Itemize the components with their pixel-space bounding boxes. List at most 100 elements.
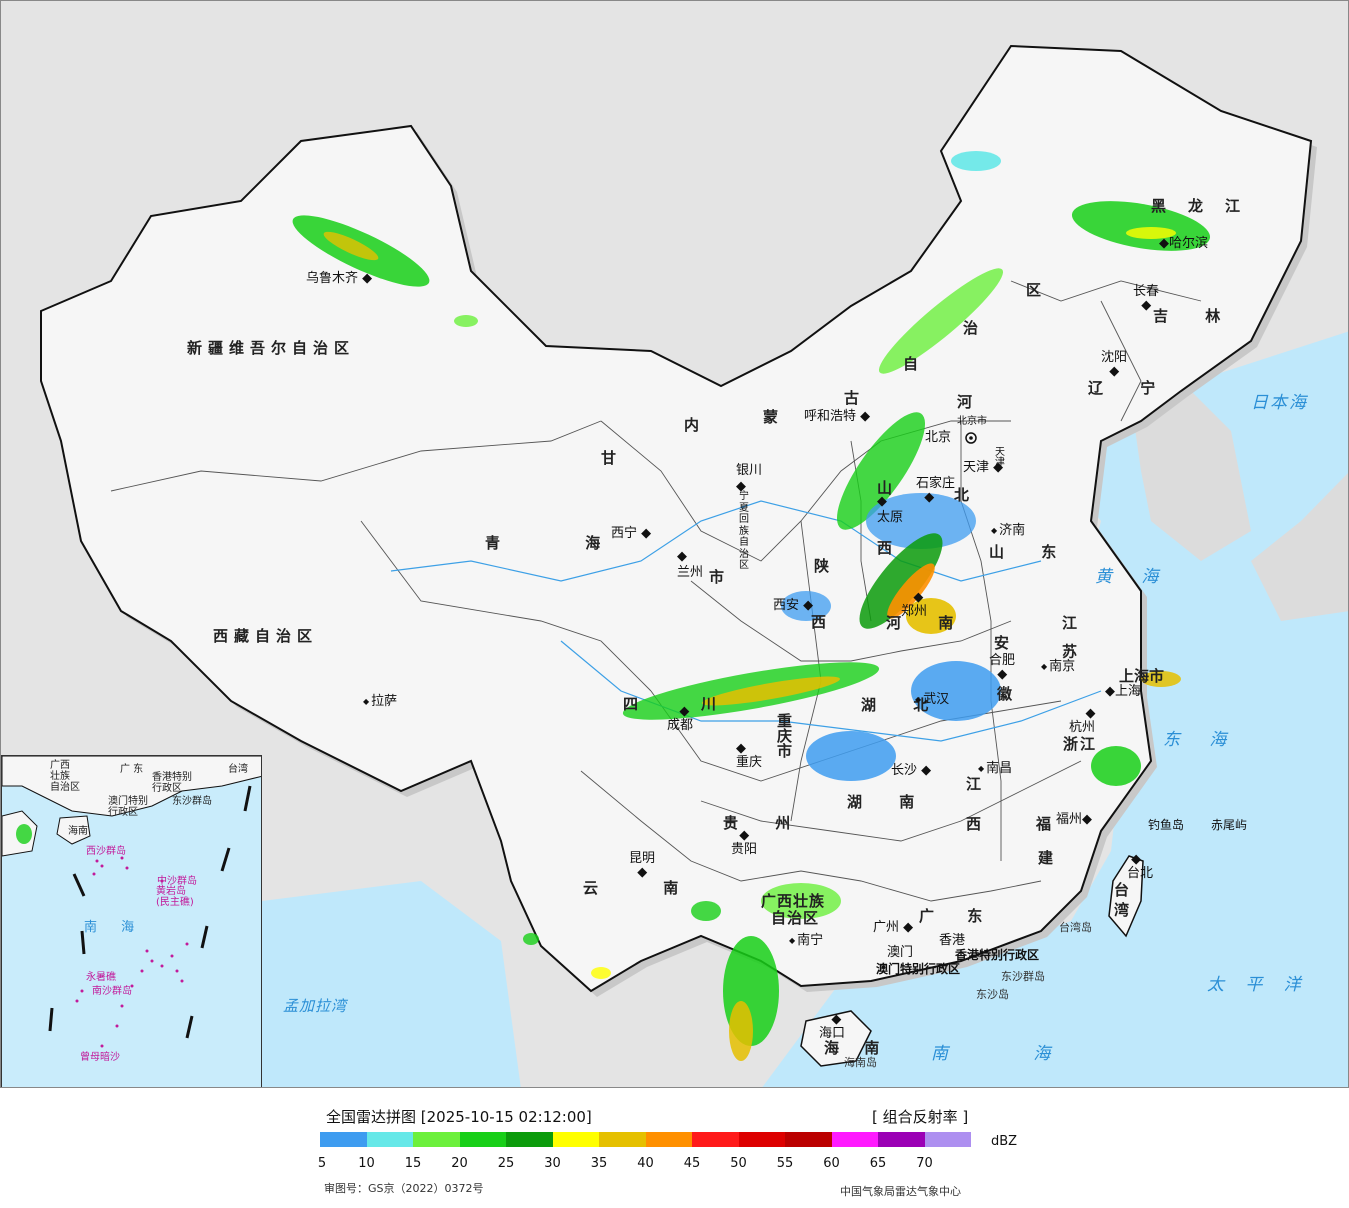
legend-swatch [599,1132,646,1147]
label-xizang: 西藏自治区 [213,627,319,645]
label-zhejiang: 浙江 [1063,735,1098,753]
label-taiwan-1: 台 [1114,881,1136,899]
hainan-land [800,1010,872,1067]
legend-tick-label: 60 [823,1156,840,1171]
sea-bengal [262,881,521,1087]
label-xinjiang: 新疆维吾尔自治区 [187,339,356,357]
map-canvas [40,44,1348,1087]
legend-swatch [366,1132,413,1147]
label-sichuan-1: 四 [623,695,645,713]
label-jilin: 吉 林 [1153,307,1237,325]
legend-swatch [506,1132,553,1147]
label-gansu: 甘 [601,449,623,467]
city-beijing: 北京 [925,430,952,445]
label-beijing-shi: 北京市 [957,416,987,427]
city-shanghai: ◆上海 [1105,684,1142,699]
legend-tick-label: 70 [916,1156,933,1171]
label-neimenggu-6: 区 [1026,281,1048,299]
legend-panel: 全国雷达拼图 [2025-10-15 02:12:00] [ 组合反射率 ] 5… [0,1088,1349,1208]
city-urumqi: 乌鲁木齐 ◆ [306,271,373,286]
city-taipei: ◆ 台北 [1127,852,1154,882]
sea-bengal-label: 孟加拉湾 [283,997,348,1015]
japan-land [1251,473,1348,621]
city-hangzhou: ◆ 杭州 [1069,706,1096,736]
label-henan: 河 南 [886,614,970,632]
inset-hainan: 海南 [68,826,88,837]
label-fujian-2: 建 [1038,849,1060,867]
label-guangxi-1: 广西壮族 [761,892,826,910]
city-hohhot: 呼和浩特 ◆ [804,409,871,424]
city-hefei: 合肥 ◆ [989,653,1016,683]
label-fujian-1: 福 [1036,815,1058,833]
legend-swatch [645,1132,692,1147]
legend-tick-label: 10 [358,1156,375,1171]
island-taiwan: 台湾岛 [1059,921,1092,934]
taiwan-land [1108,855,1144,938]
korea-land [1131,381,1251,561]
sea-japan: 日本海 [1251,393,1308,413]
inset-guangxi: 广西 壮族 自治区 [50,760,80,793]
label-hebei-1: 河 [957,393,979,411]
legend-tick-label: 15 [404,1156,422,1171]
label-macao-sar: 澳门特别行政区 [876,962,961,976]
inset-yongshu: 永暑礁 [86,972,116,983]
island-hainan: 海南岛 [844,1056,877,1069]
island-dongsha-qundao: 东沙群岛 [1001,970,1045,983]
inset-hk: 香港特别 行政区 [152,772,192,794]
city-zhengzhou: ◆ 郑州 [901,590,928,620]
legend-swatch [738,1132,785,1147]
label-shanxi-1: 山 [877,479,899,497]
sea-south: 南 海 [931,1044,1091,1064]
legend-tick-label: 45 [683,1156,701,1171]
legend-title: 全国雷达拼图 [2025-10-15 02:12:00] [326,1108,592,1126]
label-taiwan-2: 湾 [1114,901,1136,919]
label-tianjin-shi: 天津 [995,447,1005,468]
legend-swatch [413,1132,460,1147]
city-wuhan: 武汉 [915,693,949,706]
city-shijiazhuang: 石家庄 ◆ [916,476,956,506]
label-neimenggu-5: 治 [963,319,985,337]
label-shanghai: 上海市 [1119,667,1165,685]
label-guangdong: 广 东 [919,907,997,925]
label-ningxia: 宁夏回族自治区 [739,491,749,571]
legend-unit: dBZ [991,1134,1018,1149]
legend-swatch [692,1132,739,1147]
legend-tick-label: 40 [637,1156,654,1171]
label-anhui-2: 徽 [997,685,1019,703]
city-macau: 澳门 [887,945,914,960]
legend-tick-label: 5 [317,1156,327,1171]
label-jiangxi-2: 西 [966,815,988,833]
city-xining: 西宁 ◆ [611,526,652,541]
city-kunming: 昆明 ◆ [629,851,656,881]
radar-echoes [292,151,1211,1061]
city-taiyuan: ◆ 太原 [877,494,904,525]
city-lanzhou: ◆ 兰州 [677,549,704,580]
label-hebei-2: 北 [954,486,976,504]
city-nanjing: 南京 [1041,660,1075,673]
label-yunnan: 云 南 [583,879,709,897]
legend-swatch [320,1132,367,1147]
city-guangzhou: 广州 ◆ [873,920,914,935]
label-shandong: 山 东 [989,543,1073,561]
city-harbin: ◆哈尔滨 [1159,236,1209,251]
label-shanxi-2: 西 [877,539,899,557]
sea-pacific: 太 平 洋 [1207,975,1309,995]
island-dongsha: 东沙岛 [976,988,1009,1001]
sea-east-label: 东 海 [1163,730,1239,750]
city-nanchang: 南昌 [978,762,1012,775]
legend-tick-label: 35 [590,1156,608,1171]
city-lhasa: 拉萨 [363,695,397,708]
legend-swatch [878,1132,925,1147]
label-hk-sar: 香港特别行政区 [955,948,1040,962]
label-liaoning: 辽 宁 [1088,379,1172,397]
label-chongqing: 重庆市 [775,713,793,758]
label-shaanxi-2: 西 [811,613,833,631]
label-hainan: 海 南 [824,1039,890,1057]
island-diaoyu: 钓鱼岛 [1148,818,1185,832]
legend-swatch [924,1132,971,1147]
label-sichuan-2: 川 [701,695,723,713]
city-guiyang: ◆ 贵阳 [731,828,758,858]
label-guizhou: 贵 州 [723,814,807,832]
inset-zengmu: 曾母暗沙 [80,1052,120,1063]
legend-colorbar [320,1132,971,1147]
